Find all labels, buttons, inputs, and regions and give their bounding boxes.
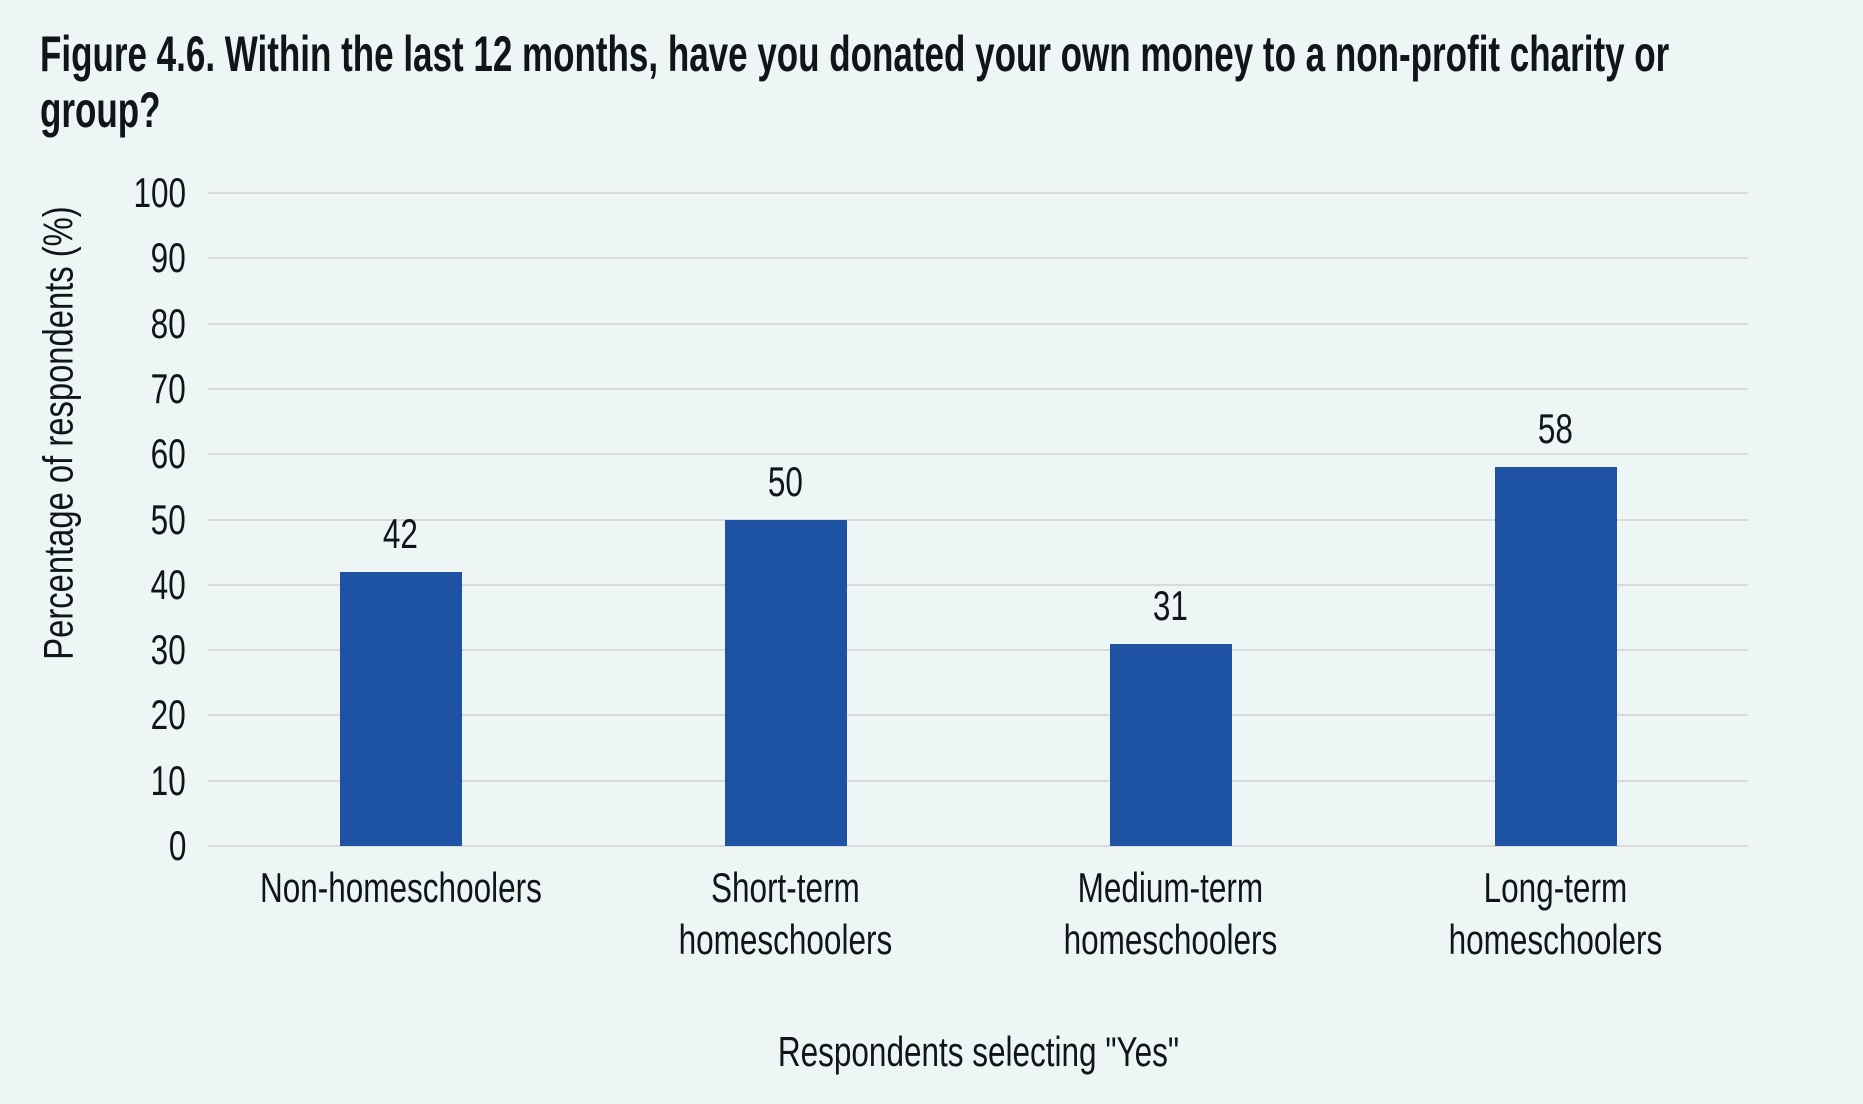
- y-tick-label: 50: [0, 494, 186, 546]
- bar-Medium-term homeschoolers: [1109, 643, 1232, 846]
- y-tick-label: 80: [0, 298, 186, 350]
- y-tick-label-text: 70: [150, 364, 186, 412]
- y-tick-label: 20: [0, 689, 186, 741]
- y-tick-label-text: 30: [150, 626, 186, 674]
- y-tick-label-text: 100: [133, 169, 186, 216]
- y-tick-label: 100: [0, 167, 186, 219]
- bar-Short-term homeschoolers: [724, 519, 847, 846]
- x-category-label-text: Non-homeschoolers: [259, 864, 542, 911]
- bar-value-label: 42: [301, 508, 501, 560]
- y-tick-label-text: 40: [150, 560, 186, 608]
- x-category-label-text: Short-term homeschoolers: [678, 864, 893, 963]
- x-category-label: Medium-term homeschoolers: [978, 862, 1363, 966]
- y-tick-label: 70: [0, 363, 186, 415]
- figure-title: Figure 4.6. Within the last 12 months, h…: [40, 26, 1670, 138]
- bar-value-label: 58: [1456, 403, 1656, 455]
- x-axis-title: Respondents selecting "Yes": [208, 1026, 1748, 1078]
- x-category-label: Non-homeschoolers: [208, 862, 593, 914]
- x-category-label-text: Long-term homeschoolers: [1448, 864, 1663, 963]
- y-tick-label-text: 10: [150, 756, 186, 804]
- gridline: [208, 453, 1748, 456]
- y-tick-label-text: 20: [150, 691, 186, 739]
- y-tick-label-text: 80: [150, 299, 186, 347]
- gridline: [208, 387, 1748, 390]
- bar-value-text: 58: [1537, 405, 1574, 453]
- y-tick-label-text: 60: [150, 430, 186, 478]
- gridline: [208, 583, 1748, 586]
- y-tick-label: 60: [0, 428, 186, 480]
- y-tick-label-text: 90: [150, 234, 186, 282]
- y-tick-label: 10: [0, 755, 186, 807]
- bar-Non-homeschoolers: [339, 571, 462, 846]
- gridline: [208, 257, 1748, 260]
- bar-value-label: 31: [1071, 580, 1271, 632]
- x-axis-title-text: Respondents selecting "Yes": [777, 1028, 1179, 1075]
- bar-value-label: 50: [686, 456, 886, 508]
- y-tick-label: 30: [0, 624, 186, 676]
- y-tick-label: 0: [0, 820, 186, 872]
- gridline: [208, 322, 1748, 325]
- x-category-label-text: Medium-term homeschoolers: [1063, 864, 1278, 963]
- y-tick-label: 90: [0, 232, 186, 284]
- y-tick-label-text: 0: [168, 822, 186, 869]
- bar-value-text: 31: [1152, 581, 1189, 629]
- gridline: [208, 845, 1748, 847]
- gridline: [208, 192, 1748, 194]
- y-tick-label: 40: [0, 559, 186, 611]
- gridline: [208, 649, 1748, 652]
- x-category-label: Long-term homeschoolers: [1363, 862, 1748, 966]
- gridline: [208, 779, 1748, 782]
- bar-Long-term homeschoolers: [1494, 467, 1617, 846]
- bar-value-text: 50: [767, 457, 804, 505]
- x-category-label: Short-term homeschoolers: [593, 862, 978, 966]
- gridline: [208, 518, 1748, 521]
- gridline: [208, 714, 1748, 717]
- y-tick-label-text: 50: [150, 495, 186, 543]
- bar-value-text: 42: [382, 509, 419, 557]
